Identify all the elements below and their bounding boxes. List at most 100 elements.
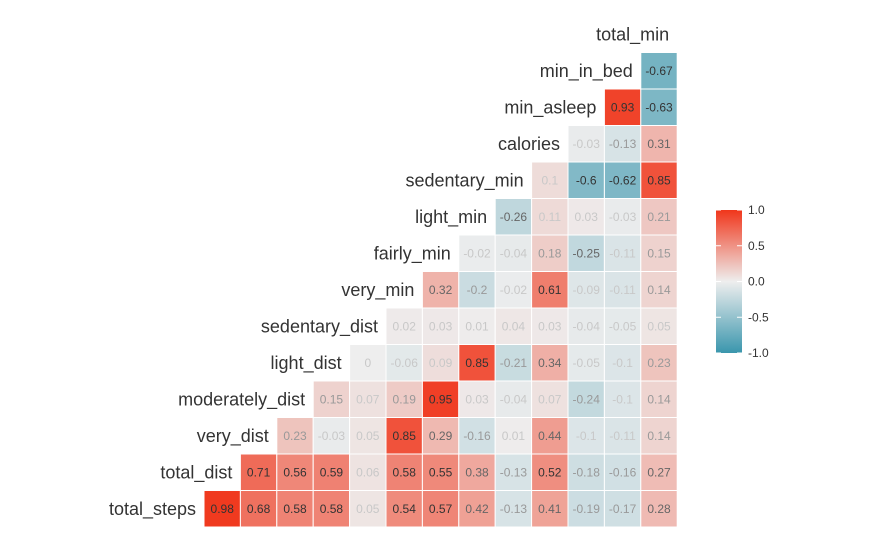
heatmap-cell [494, 271, 533, 309]
cell-value-label: -0.02 [463, 246, 491, 260]
cell-value-label: 0.31 [647, 137, 671, 151]
cell-value-label: -0.21 [500, 356, 528, 370]
colorbar-legend: 1.0 0.5 0.0 -0.5 -1.0 [716, 203, 769, 360]
heatmap-cell [603, 417, 642, 455]
cell-value-label: 0.52 [538, 465, 562, 479]
heatmap-cell [385, 344, 423, 382]
heatmap-cell [421, 490, 460, 528]
cell-value-label: 0.98 [211, 502, 235, 516]
heatmap-cell [385, 490, 423, 528]
cell-value-label: 0.41 [538, 502, 562, 516]
cell-value-label: 0.05 [356, 429, 380, 443]
cell-value-label: 0.55 [429, 465, 453, 479]
heatmap-cell [421, 307, 460, 345]
variable-label-total-dist: total_dist [160, 462, 232, 483]
heatmap-cell [640, 307, 678, 345]
heatmap-cell [458, 380, 496, 418]
cell-value-label: -0.62 [609, 173, 637, 187]
cell-value-label: 0.09 [429, 356, 453, 370]
cell-value-label: 0.29 [429, 429, 453, 443]
heatmap-cell [603, 234, 642, 272]
heatmap-cell [603, 88, 642, 126]
cell-value-label: 0.04 [502, 319, 526, 333]
cell-value-label: 0.02 [393, 319, 417, 333]
cell-value-label: 0.05 [647, 319, 671, 333]
cell-value-label: -0.26 [500, 210, 528, 224]
cell-value-label: 0.68 [247, 502, 271, 516]
cell-value-label: 0.23 [283, 429, 307, 443]
heatmap-cell [640, 490, 678, 528]
cell-value-label: 0 [364, 356, 371, 370]
heatmap-cell [531, 307, 569, 345]
cell-value-label: 0.01 [502, 429, 526, 443]
cell-value-label: 0.93 [611, 100, 635, 114]
cell-value-label: -0.2 [467, 283, 488, 297]
heatmap-cell [567, 417, 605, 455]
heatmap-cell [494, 380, 533, 418]
cell-value-label: -0.04 [500, 392, 528, 406]
colorbar-tick-label: -0.5 [748, 310, 769, 324]
cell-value-label: -0.02 [500, 283, 528, 297]
variable-label-sedentary-dist: sedentary_dist [261, 316, 378, 337]
cell-value-label: 0.32 [429, 283, 453, 297]
cell-value-label: 0.03 [465, 392, 489, 406]
heatmap-cell [640, 198, 678, 236]
cell-value-label: 0.54 [393, 502, 417, 516]
variable-label-total-steps: total_steps [109, 499, 196, 520]
cell-value-label: 0.07 [356, 392, 380, 406]
heatmap-cell [312, 417, 351, 455]
variable-label-very-min: very_min [341, 280, 414, 301]
cell-value-label: 0.61 [538, 283, 562, 297]
variable-labels: total_steps total_dist very_dist moderately… [109, 24, 669, 520]
cell-value-label: 0.95 [429, 392, 453, 406]
cell-value-label: 0.85 [647, 173, 671, 187]
variable-label-min-in-bed: min_in_bed [540, 61, 633, 82]
cell-value-label: 0.05 [356, 502, 380, 516]
heatmap-cell [567, 234, 605, 272]
colorbar-tick-label: 0.5 [748, 239, 765, 253]
cell-value-label: 0.34 [538, 356, 562, 370]
cell-value-label: 0.23 [647, 356, 671, 370]
cell-value-label: 0.38 [465, 465, 489, 479]
cell-value-label: 0.06 [356, 465, 380, 479]
cell-value-label: 0.58 [283, 502, 307, 516]
variable-label-very-dist: very_dist [197, 426, 269, 447]
cell-value-label: 0.03 [538, 319, 562, 333]
colorbar-tick-label: 1.0 [748, 203, 765, 217]
cell-value-label: 0.01 [465, 319, 489, 333]
cell-value-label: -0.1 [612, 392, 633, 406]
cell-value-label: -0.13 [500, 502, 528, 516]
heatmap-cell [458, 453, 496, 491]
heatmap-cell [349, 417, 387, 455]
heatmap-cell [421, 271, 460, 309]
cell-value-label: 0.28 [647, 502, 671, 516]
heatmap-cell [349, 490, 387, 528]
cell-value-label: 0.85 [393, 429, 417, 443]
cell-value-label: -0.04 [573, 319, 601, 333]
variable-label-moderately-dist: moderately_dist [178, 389, 305, 410]
heatmap-cell [385, 453, 423, 491]
cell-value-label: -0.19 [573, 502, 601, 516]
cell-value-label: 0.03 [429, 319, 453, 333]
cell-value-label: -0.11 [609, 429, 636, 443]
heatmap-cell [531, 490, 569, 528]
heatmap-cell [385, 417, 423, 455]
cell-value-label: -0.03 [318, 429, 346, 443]
heatmap-cell [385, 307, 423, 345]
heatmap-cell [494, 490, 533, 528]
cell-value-label: 0.58 [320, 502, 344, 516]
cell-value-label: 0.85 [465, 356, 489, 370]
cell-value-label: 0.42 [465, 502, 489, 516]
heatmap-cell [494, 307, 533, 345]
heatmap-cell [603, 344, 642, 382]
cell-value-label: -0.09 [573, 283, 601, 297]
heatmap-cell [640, 271, 678, 309]
cell-value-label: -0.03 [573, 137, 601, 151]
heatmap-cell [349, 453, 387, 491]
heatmap-cell [494, 198, 533, 236]
cell-value-label: 0.15 [647, 246, 671, 260]
cell-value-label: -0.05 [609, 319, 637, 333]
cell-value-label: 0.14 [647, 392, 671, 406]
heatmap-cell [567, 125, 605, 163]
cell-value-label: 0.57 [429, 502, 453, 516]
